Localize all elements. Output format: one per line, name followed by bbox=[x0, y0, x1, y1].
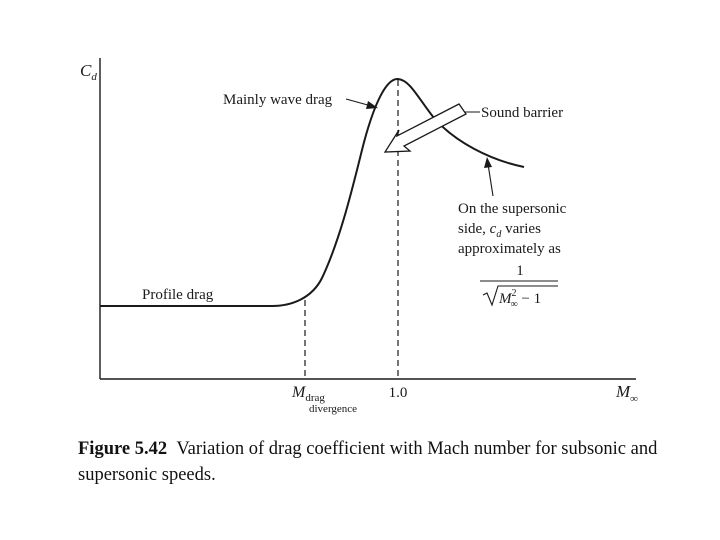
figure-caption: Figure 5.42 Variation of drag coefficien… bbox=[78, 436, 658, 488]
supersonic-note-line3: approximately as bbox=[458, 241, 561, 257]
label-wave-drag: Mainly wave drag bbox=[223, 92, 333, 108]
supersonic-note-line2: side, cd varies bbox=[458, 221, 541, 240]
label-profile-drag: Profile drag bbox=[142, 287, 214, 303]
x-axis-label: M∞ bbox=[615, 382, 638, 405]
drag-coefficient-figure: Cd M∞ Mdrag divergence 1.0 Profile drag … bbox=[80, 58, 638, 415]
formula-numerator: 1 bbox=[516, 263, 524, 279]
supersonic-arrowhead bbox=[484, 157, 492, 168]
supersonic-note-line1: On the supersonic bbox=[458, 201, 567, 217]
tick-label-drag-divergence: Mdrag bbox=[291, 384, 325, 404]
label-sound-barrier: Sound barrier bbox=[481, 105, 563, 121]
caption-text: Variation of drag coefficient with Mach … bbox=[78, 439, 658, 485]
wave-drag-arrowhead bbox=[366, 101, 378, 109]
formula-denominator: M2 ∞ − 1 bbox=[498, 288, 541, 310]
sound-barrier-arrow bbox=[383, 103, 467, 153]
tick-label-drag-divergence-line2: divergence bbox=[309, 403, 357, 415]
formula-radical-sign bbox=[482, 285, 558, 307]
y-axis-label: Cd bbox=[80, 61, 97, 83]
figure-number: Figure 5.42 bbox=[78, 439, 168, 459]
supersonic-leader bbox=[487, 163, 494, 197]
tick-label-mach-one: 1.0 bbox=[389, 385, 408, 401]
